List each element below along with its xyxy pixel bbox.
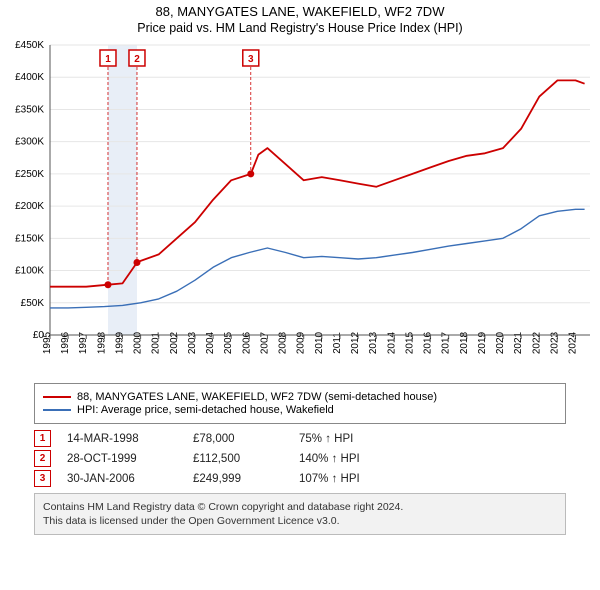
price-chart-svg: £0£50K£100K£150K£200K£250K£300K£350K£400… bbox=[0, 35, 600, 375]
legend-swatch bbox=[43, 409, 71, 411]
svg-text:£450K: £450K bbox=[15, 40, 44, 51]
sale-event-row: 3 30-JAN-2006 £249,999 107% ↑ HPI bbox=[34, 470, 566, 487]
event-date: 30-JAN-2006 bbox=[67, 473, 177, 485]
svg-text:£400K: £400K bbox=[15, 72, 44, 83]
svg-text:£350K: £350K bbox=[15, 104, 44, 115]
svg-text:£100K: £100K bbox=[15, 266, 44, 277]
svg-text:1: 1 bbox=[105, 54, 111, 65]
svg-text:2: 2 bbox=[134, 54, 140, 65]
event-date: 14-MAR-1998 bbox=[67, 433, 177, 445]
sale-events: 1 14-MAR-1998 £78,000 75% ↑ HPI 2 28-OCT… bbox=[34, 430, 566, 487]
title-address: 88, MANYGATES LANE, WAKEFIELD, WF2 7DW bbox=[0, 4, 600, 19]
event-marker-icon: 2 bbox=[34, 450, 51, 467]
legend-item: 88, MANYGATES LANE, WAKEFIELD, WF2 7DW (… bbox=[43, 391, 557, 403]
legend-swatch bbox=[43, 396, 71, 398]
chart-area: £0£50K£100K£150K£200K£250K£300K£350K£400… bbox=[0, 35, 600, 375]
event-price: £112,500 bbox=[193, 453, 283, 465]
attribution-footer: Contains HM Land Registry data © Crown c… bbox=[34, 493, 566, 535]
sale-event-row: 1 14-MAR-1998 £78,000 75% ↑ HPI bbox=[34, 430, 566, 447]
legend: 88, MANYGATES LANE, WAKEFIELD, WF2 7DW (… bbox=[34, 383, 566, 424]
legend-label: HPI: Average price, semi-detached house,… bbox=[77, 404, 334, 416]
event-marker-icon: 3 bbox=[34, 470, 51, 487]
svg-text:£250K: £250K bbox=[15, 169, 44, 180]
svg-text:£300K: £300K bbox=[15, 137, 44, 148]
event-price: £249,999 bbox=[193, 473, 283, 485]
legend-label: 88, MANYGATES LANE, WAKEFIELD, WF2 7DW (… bbox=[77, 391, 437, 403]
legend-item: HPI: Average price, semi-detached house,… bbox=[43, 404, 557, 416]
title-subtitle: Price paid vs. HM Land Registry's House … bbox=[0, 21, 600, 35]
title-block: 88, MANYGATES LANE, WAKEFIELD, WF2 7DW P… bbox=[0, 0, 600, 35]
sale-event-row: 2 28-OCT-1999 £112,500 140% ↑ HPI bbox=[34, 450, 566, 467]
event-delta: 107% ↑ HPI bbox=[299, 473, 360, 485]
svg-text:3: 3 bbox=[248, 54, 254, 65]
svg-text:£50K: £50K bbox=[21, 298, 45, 309]
svg-text:£200K: £200K bbox=[15, 201, 44, 212]
event-delta: 75% ↑ HPI bbox=[299, 433, 353, 445]
event-marker-icon: 1 bbox=[34, 430, 51, 447]
svg-text:£150K: £150K bbox=[15, 233, 44, 244]
event-delta: 140% ↑ HPI bbox=[299, 453, 360, 465]
event-date: 28-OCT-1999 bbox=[67, 453, 177, 465]
footer-line: Contains HM Land Registry data © Crown c… bbox=[43, 500, 557, 514]
footer-line: This data is licensed under the Open Gov… bbox=[43, 514, 557, 528]
event-price: £78,000 bbox=[193, 433, 283, 445]
